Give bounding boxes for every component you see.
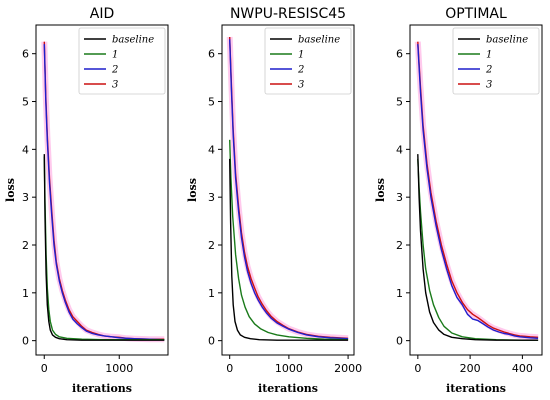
y-tick-label: 3 <box>22 191 29 204</box>
y-axis-label: loss <box>374 178 387 202</box>
y-tick-label: 4 <box>22 143 29 156</box>
y-tick-label: 4 <box>208 143 215 156</box>
plot-area <box>414 41 539 341</box>
y-tick-label: 3 <box>208 191 215 204</box>
panel-nwpu-resisc45: NWPU-RESISC45 loss iterations 0 1 2 3 4 5 6 0 10… <box>186 6 362 395</box>
legend-label-1: 1 <box>298 50 304 61</box>
legend: baseline 1 2 3 <box>264 27 352 95</box>
x-axis-label: iterations <box>258 382 318 395</box>
legend-label-3: 3 <box>486 80 492 91</box>
x-tick-label: 400 <box>512 362 533 375</box>
legend-label-2: 2 <box>297 65 304 76</box>
panel-title: AID <box>90 6 115 22</box>
x-tick-label: 2000 <box>334 362 362 375</box>
legend-label-1: 1 <box>112 50 118 61</box>
y-tick-label: 2 <box>22 239 29 252</box>
panel-optimal: OPTIMAL loss iterations 0 1 2 3 4 5 6 0 200 400 ba… <box>374 6 543 395</box>
y-tick-label: 2 <box>396 239 403 252</box>
y-tick-label: 4 <box>396 143 403 156</box>
series-line-1 <box>417 158 539 341</box>
legend-label-3: 3 <box>112 80 118 91</box>
legend-label-3: 3 <box>298 80 304 91</box>
x-tick-label: 200 <box>460 362 481 375</box>
series-line-1 <box>229 139 349 341</box>
y-tick-label: 0 <box>208 335 215 348</box>
axes-frame <box>221 24 355 356</box>
y-tick-label: 5 <box>396 96 403 109</box>
legend: baseline 1 2 3 <box>452 27 540 95</box>
series-line-1 <box>43 156 165 341</box>
x-tick-label: 0 <box>41 362 48 375</box>
series-line-2 <box>229 39 349 340</box>
x-tick-label: 1000 <box>275 362 303 375</box>
legend-label-baseline: baseline <box>112 35 154 46</box>
plot-area <box>226 36 349 342</box>
y-tick-label: 3 <box>396 191 403 204</box>
legend-label-baseline: baseline <box>486 35 528 46</box>
y-tick-label: 2 <box>208 239 215 252</box>
legend-box <box>264 27 352 95</box>
x-axis-label: iterations <box>72 382 132 395</box>
legend-label-2: 2 <box>485 65 492 76</box>
y-tick-label: 1 <box>396 287 403 300</box>
legend: baseline 1 2 3 <box>78 27 166 95</box>
legend-box <box>78 27 166 95</box>
x-tick-label: 0 <box>226 362 233 375</box>
series-line-2 <box>417 44 539 339</box>
legend-label-baseline: baseline <box>298 35 340 46</box>
y-tick-label: 5 <box>208 96 215 109</box>
y-axis-label: loss <box>186 178 199 202</box>
y-tick-label: 6 <box>208 48 215 61</box>
y-tick-label: 6 <box>396 48 403 61</box>
x-tick-label: 1000 <box>105 362 133 375</box>
y-tick-label: 0 <box>396 335 403 348</box>
legend-label-1: 1 <box>486 50 492 61</box>
series-line-2 <box>43 44 165 341</box>
plot-area <box>41 41 165 343</box>
x-axis-label: iterations <box>446 382 506 395</box>
panel-title: OPTIMAL <box>445 6 507 22</box>
x-tick-label: 0 <box>414 362 421 375</box>
y-tick-label: 1 <box>22 287 29 300</box>
legend-box <box>452 27 540 95</box>
legend-label-2: 2 <box>111 65 118 76</box>
y-tick-label: 5 <box>22 96 29 109</box>
axes-frame <box>409 24 543 356</box>
y-tick-label: 0 <box>22 335 29 348</box>
y-tick-label: 6 <box>22 48 29 61</box>
panel-title: NWPU-RESISC45 <box>230 6 346 22</box>
series-line-baseline <box>229 158 349 341</box>
series-line-baseline <box>43 154 165 341</box>
panel-aid: AID loss iterations 0 1 2 3 4 5 6 0 1000 baseline… <box>4 6 169 395</box>
axes-frame <box>35 24 169 356</box>
y-axis-label: loss <box>4 178 17 202</box>
y-tick-label: 1 <box>208 287 215 300</box>
series-line-baseline <box>417 154 539 341</box>
